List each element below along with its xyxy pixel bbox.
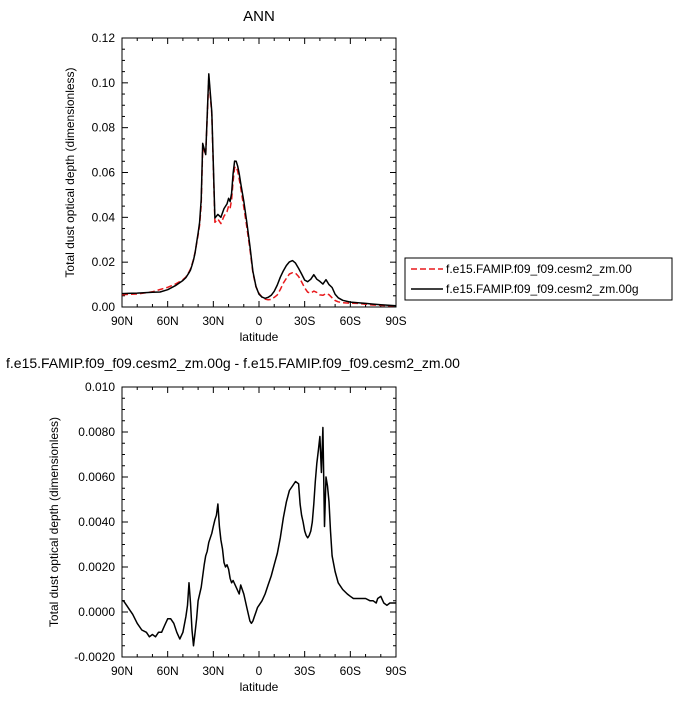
y-tick-label: 0.0060 bbox=[78, 470, 115, 484]
legend-label: f.e15.FAMIP.f09_f09.cesm2_zm.00 bbox=[446, 262, 632, 276]
y-tick-label: 0.04 bbox=[92, 210, 116, 224]
series-line-1 bbox=[122, 426, 396, 647]
x-axis-label: latitude bbox=[240, 330, 279, 344]
x-tick-label: 0 bbox=[256, 314, 263, 328]
y-tick-label: 0.0080 bbox=[78, 425, 115, 439]
y-tick-label: 0.010 bbox=[85, 380, 115, 394]
plot-frame bbox=[121, 37, 397, 308]
x-tick-label: 0 bbox=[256, 664, 263, 678]
x-tick-label: 30S bbox=[294, 664, 315, 678]
y-tick-label: 0.0020 bbox=[78, 560, 115, 574]
legend-box bbox=[404, 257, 673, 301]
series-line-2 bbox=[121, 73, 397, 307]
y-tick-label: 0.02 bbox=[92, 255, 116, 269]
x-tick-label: 90S bbox=[385, 314, 406, 328]
x-tick-label: 30N bbox=[202, 664, 224, 678]
y-tick-label: 0.06 bbox=[92, 166, 116, 180]
x-tick-label: 90N bbox=[111, 664, 133, 678]
y-tick-label: -0.0020 bbox=[74, 650, 115, 664]
x-tick-label: 60N bbox=[157, 314, 179, 328]
series-line-1 bbox=[121, 77, 397, 307]
plot-frame bbox=[121, 386, 397, 658]
chart-title: ANN bbox=[243, 8, 275, 25]
y-tick-label: 0.12 bbox=[92, 31, 116, 45]
y-tick-label: 0.0040 bbox=[78, 515, 115, 529]
y-axis-label: Total dust optical depth (dimensionless) bbox=[47, 417, 61, 627]
y-tick-label: 0.10 bbox=[92, 76, 116, 90]
x-tick-label: 90N bbox=[111, 314, 133, 328]
x-tick-label: 60N bbox=[157, 664, 179, 678]
x-tick-label: 30N bbox=[202, 314, 224, 328]
legend-label: f.e15.FAMIP.f09_f09.cesm2_zm.00g bbox=[446, 282, 639, 296]
x-tick-label: 90S bbox=[385, 664, 406, 678]
y-tick-label: 0.0000 bbox=[78, 605, 115, 619]
x-tick-label: 60S bbox=[340, 664, 361, 678]
x-tick-label: 30S bbox=[294, 314, 315, 328]
y-tick-label: 0.08 bbox=[92, 121, 116, 135]
y-axis-label: Total dust optical depth (dimensionless) bbox=[63, 67, 77, 277]
x-tick-label: 60S bbox=[340, 314, 361, 328]
y-tick-label: 0.00 bbox=[92, 300, 116, 314]
x-axis-label: latitude bbox=[240, 680, 279, 694]
chart-title: f.e15.FAMIP.f09_f09.cesm2_zm.00g - f.e15… bbox=[6, 355, 460, 371]
